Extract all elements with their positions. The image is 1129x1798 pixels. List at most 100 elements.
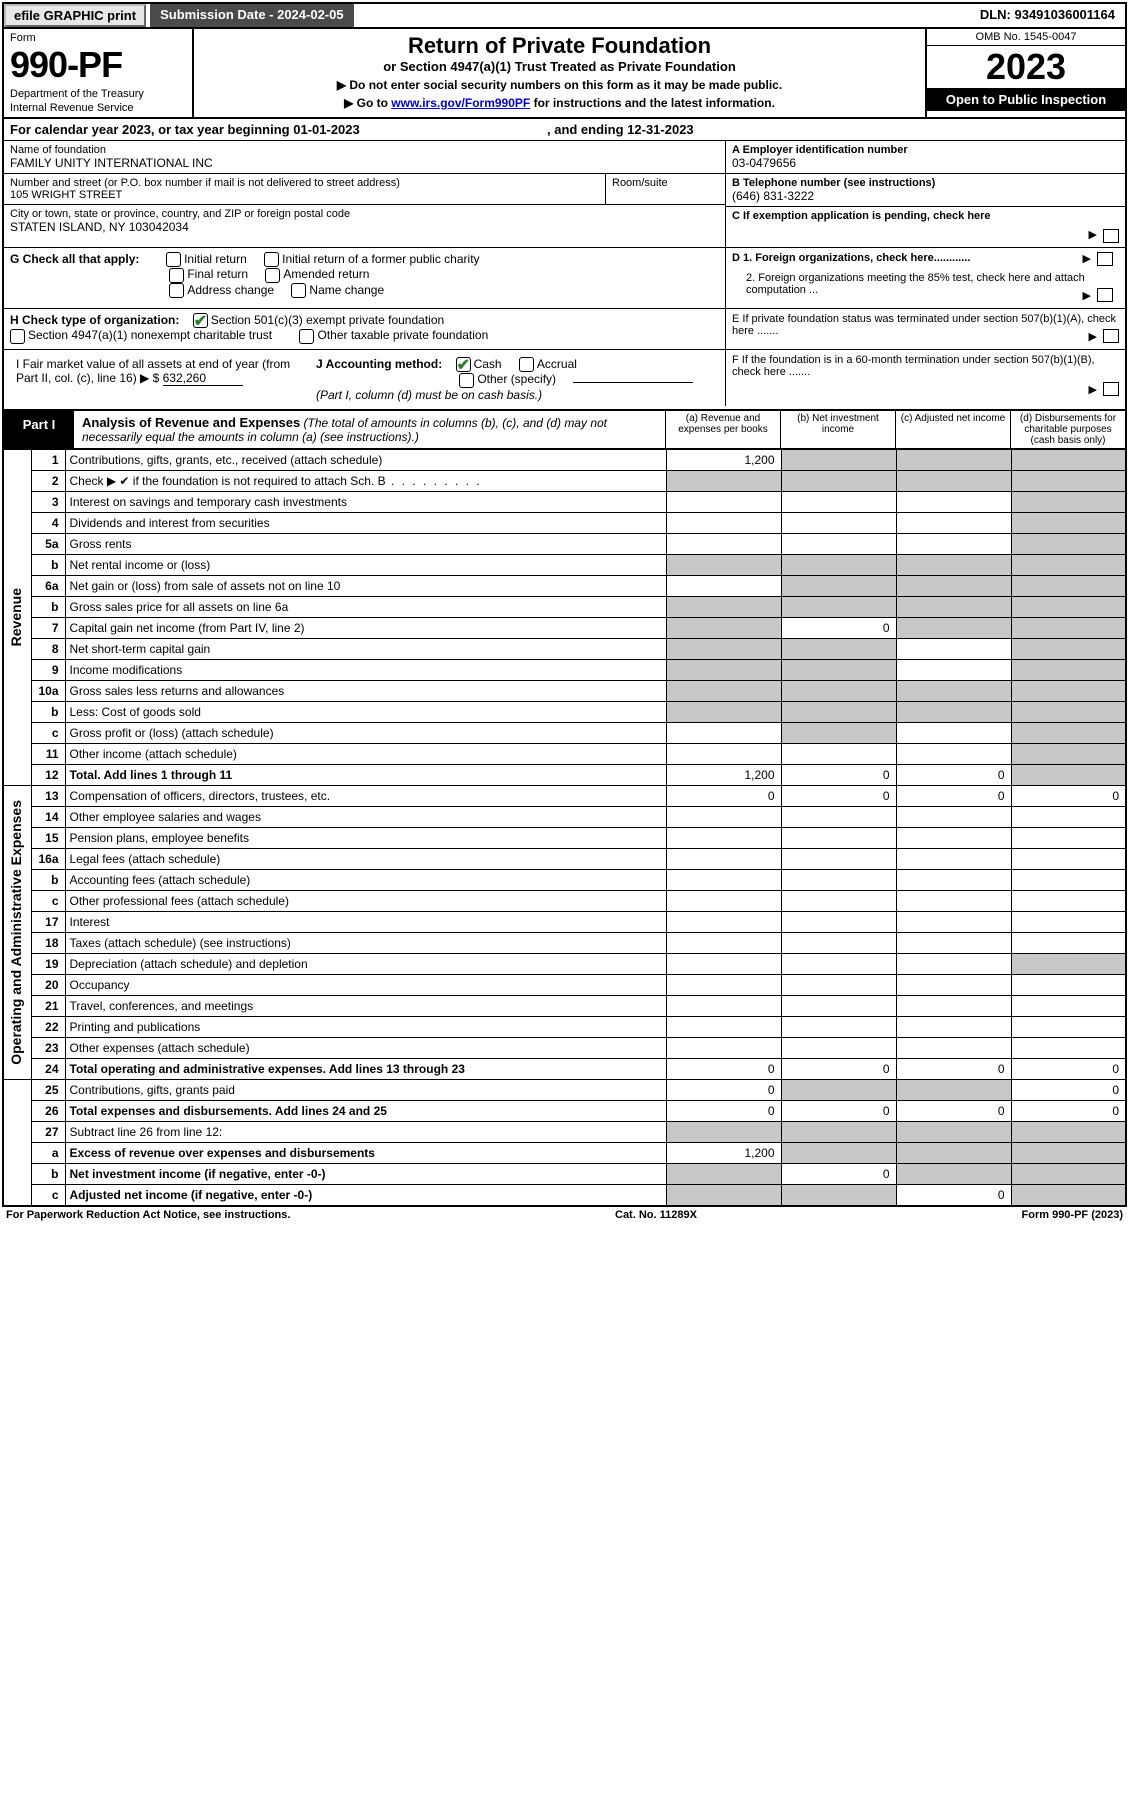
form-word: Form bbox=[10, 32, 186, 44]
goto-post: for instructions and the latest informat… bbox=[530, 96, 775, 110]
ein-label: A Employer identification number bbox=[732, 144, 1119, 156]
row-ijf: I Fair market value of all assets at end… bbox=[4, 350, 1125, 411]
cal-end: 12-31-2023 bbox=[627, 122, 694, 137]
h-o3: Other taxable private foundation bbox=[317, 328, 488, 342]
d1-label: D 1. Foreign organizations, check here..… bbox=[732, 252, 970, 264]
i-section: I Fair market value of all assets at end… bbox=[10, 354, 310, 405]
checkbox-cash[interactable] bbox=[456, 357, 471, 372]
line-16a: 16aLegal fees (attach schedule) bbox=[3, 848, 1126, 869]
line-10a: 10aGross sales less returns and allowanc… bbox=[3, 680, 1126, 701]
j-o2: Accrual bbox=[537, 357, 577, 371]
checkbox-501c3[interactable] bbox=[193, 313, 208, 328]
checkbox-accrual[interactable] bbox=[519, 357, 534, 372]
checkbox-addr-change[interactable] bbox=[169, 283, 184, 298]
form-subtitle: or Section 4947(a)(1) Trust Treated as P… bbox=[202, 59, 917, 74]
room-label: Room/suite bbox=[612, 177, 668, 189]
line-6b: bGross sales price for all assets on lin… bbox=[3, 596, 1126, 617]
line-11: 11Other income (attach schedule) bbox=[3, 743, 1126, 764]
col-d-header: (d) Disbursements for charitable purpose… bbox=[1010, 411, 1125, 448]
c-label: C If exemption application is pending, c… bbox=[732, 210, 991, 222]
line-22: 22Printing and publications bbox=[3, 1016, 1126, 1037]
submission-date-label: Submission Date - 2024-02-05 bbox=[150, 4, 354, 27]
checkbox-other-taxable[interactable] bbox=[299, 329, 314, 344]
checkbox-4947[interactable] bbox=[10, 329, 25, 344]
fmv-value: 632,260 bbox=[163, 371, 243, 386]
checkbox-initial[interactable] bbox=[166, 252, 181, 267]
city-cell: City or town, state or province, country… bbox=[4, 205, 725, 237]
irs-link[interactable]: www.irs.gov/Form990PF bbox=[391, 96, 530, 110]
address-cell: Number and street (or P.O. box number if… bbox=[4, 174, 605, 204]
line-26: 26Total expenses and disbursements. Add … bbox=[3, 1100, 1126, 1121]
line-7: 7Capital gain net income (from Part IV, … bbox=[3, 617, 1126, 638]
dots-icon bbox=[386, 474, 482, 488]
checkbox-d1[interactable] bbox=[1097, 252, 1113, 266]
address-row: Number and street (or P.O. box number if… bbox=[4, 174, 725, 205]
ij-section: I Fair market value of all assets at end… bbox=[4, 350, 725, 409]
d-section: D 1. Foreign organizations, check here..… bbox=[725, 248, 1125, 308]
g-o2: Initial return of a former public charit… bbox=[282, 252, 479, 266]
ein-value: 03-0479656 bbox=[732, 156, 1119, 170]
city-value: STATEN ISLAND, NY 103042034 bbox=[10, 220, 719, 234]
id-left: Name of foundation FAMILY UNITY INTERNAT… bbox=[4, 141, 725, 247]
col-b-header: (b) Net investment income bbox=[780, 411, 895, 448]
line-5b: bNet rental income or (loss) bbox=[3, 554, 1126, 575]
line-6a: 6aNet gain or (loss) from sale of assets… bbox=[3, 575, 1126, 596]
header-left: Form 990-PF Department of the Treasury I… bbox=[4, 29, 194, 117]
j-label: J Accounting method: bbox=[316, 357, 442, 371]
line-10b: bLess: Cost of goods sold bbox=[3, 701, 1126, 722]
arrow-icon: ▶ bbox=[1089, 228, 1097, 241]
line-13: Operating and Administrative Expenses 13… bbox=[3, 785, 1126, 806]
foundation-name-cell: Name of foundation FAMILY UNITY INTERNAT… bbox=[4, 141, 725, 174]
g-section: G Check all that apply: Initial return I… bbox=[4, 248, 725, 308]
checkbox-name-change[interactable] bbox=[291, 283, 306, 298]
checkbox-other-method[interactable] bbox=[459, 373, 474, 388]
part1-title: Analysis of Revenue and Expenses bbox=[82, 415, 300, 430]
line-2-desc: Check ▶ ✔ if the foundation is not requi… bbox=[70, 474, 386, 488]
opex-label: Operating and Administrative Expenses bbox=[3, 785, 31, 1079]
phone-label: B Telephone number (see instructions) bbox=[732, 177, 1119, 189]
g-o1: Initial return bbox=[184, 252, 247, 266]
g-label: G Check all that apply: bbox=[10, 252, 139, 266]
f-section: F If the foundation is in a 60-month ter… bbox=[725, 350, 1125, 406]
part1-label: Part I bbox=[4, 411, 74, 448]
other-specify-line bbox=[573, 382, 693, 383]
checkbox-e[interactable] bbox=[1103, 329, 1119, 343]
line-12: 12Total. Add lines 1 through 111,20000 bbox=[3, 764, 1126, 785]
i-label: I Fair market value of all assets at end… bbox=[16, 357, 290, 385]
g-o5: Address change bbox=[187, 283, 274, 297]
line-20: 20Occupancy bbox=[3, 974, 1126, 995]
cal-text-b: , and ending bbox=[547, 122, 627, 137]
dept-treasury: Department of the Treasury bbox=[10, 88, 186, 100]
checkbox-f[interactable] bbox=[1103, 382, 1119, 396]
line-16c: cOther professional fees (attach schedul… bbox=[3, 890, 1126, 911]
dln-label: DLN: 93491036001164 bbox=[970, 4, 1125, 27]
line-5a: 5aGross rents bbox=[3, 533, 1126, 554]
ein-cell: A Employer identification number 03-0479… bbox=[726, 141, 1125, 174]
g-o3: Final return bbox=[187, 267, 248, 281]
line-25: 25Contributions, gifts, grants paid00 bbox=[3, 1079, 1126, 1100]
line-27b: bNet investment income (if negative, ent… bbox=[3, 1163, 1126, 1184]
g-o6: Name change bbox=[309, 283, 384, 297]
checkbox-c[interactable] bbox=[1103, 229, 1119, 243]
form-id: Form 990-PF (2023) bbox=[1022, 1209, 1123, 1221]
city-label: City or town, state or province, country… bbox=[10, 208, 719, 220]
goto-pre: ▶ Go to bbox=[344, 96, 391, 110]
arrow-icon: ▶ bbox=[1089, 383, 1097, 396]
phone-cell: B Telephone number (see instructions) (6… bbox=[726, 174, 1125, 207]
line-10c: cGross profit or (loss) (attach schedule… bbox=[3, 722, 1126, 743]
irs-label: Internal Revenue Service bbox=[10, 102, 186, 114]
line-17: 17Interest bbox=[3, 911, 1126, 932]
efile-print-button[interactable]: efile GRAPHIC print bbox=[4, 4, 146, 27]
part1-table: Revenue 1Contributions, gifts, grants, e… bbox=[2, 449, 1127, 1207]
addr-label: Number and street (or P.O. box number if… bbox=[10, 177, 599, 189]
line-2: 2Check ▶ ✔ if the foundation is not requ… bbox=[3, 470, 1126, 491]
cal-begin: 01-01-2023 bbox=[293, 122, 360, 137]
checkbox-initial-former[interactable] bbox=[264, 252, 279, 267]
arrow-icon: ▶ bbox=[1083, 252, 1091, 265]
checkbox-amended[interactable] bbox=[265, 268, 280, 283]
checkbox-d2[interactable] bbox=[1097, 288, 1113, 302]
h-label: H Check type of organization: bbox=[10, 313, 179, 327]
j-note: (Part I, column (d) must be on cash basi… bbox=[316, 388, 542, 402]
foundation-name: FAMILY UNITY INTERNATIONAL INC bbox=[10, 156, 719, 170]
checkbox-final[interactable] bbox=[169, 268, 184, 283]
